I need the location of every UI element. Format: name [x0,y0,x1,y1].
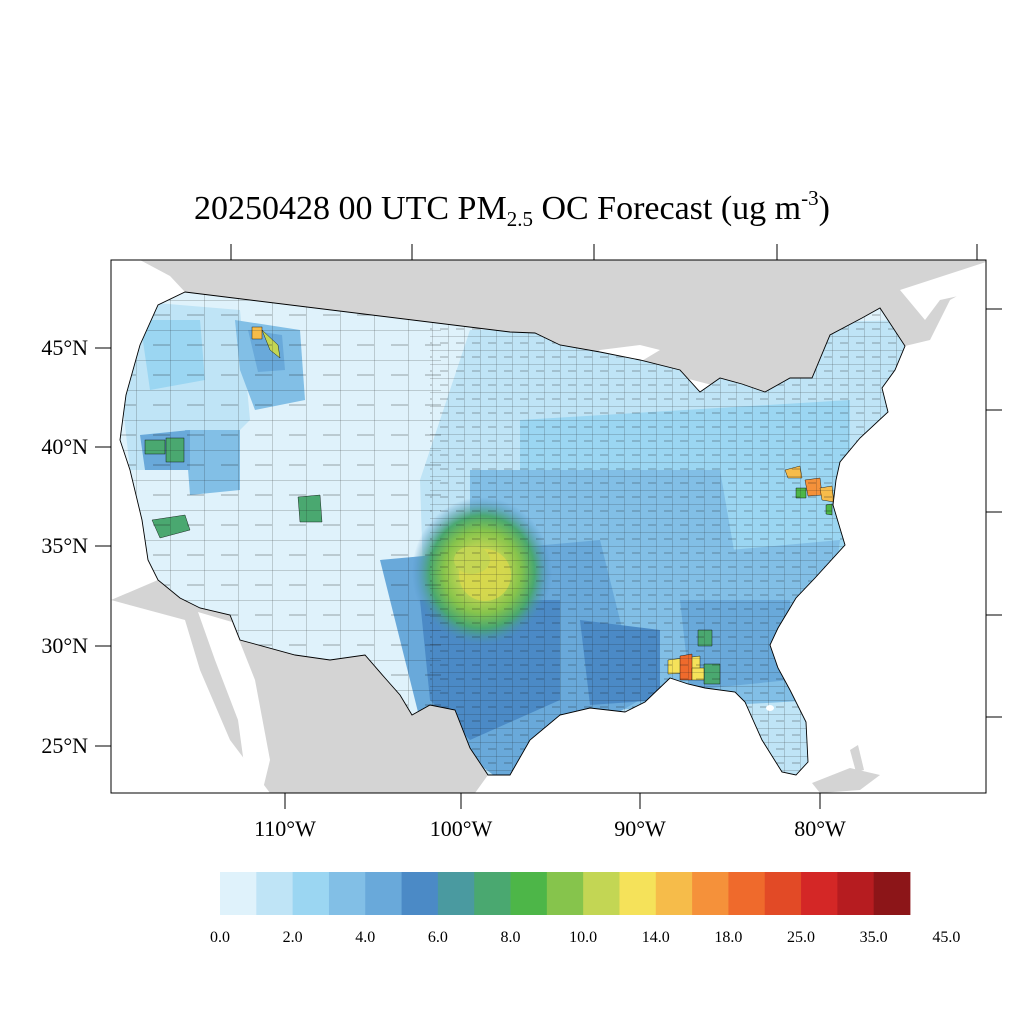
colorbar-swatch [837,872,875,915]
colorbar-swatch [764,872,802,915]
title-subscript: 2.5 [506,207,533,231]
colorbar-swatch [437,872,475,915]
top-ticks [230,244,978,260]
colorbar-swatch [474,872,511,915]
cuba [812,768,880,793]
colorbar-label: 25.0 [787,929,815,946]
bottom-ticks [284,793,821,809]
lat-label-40: 40°N [41,434,88,459]
right-ticks [986,308,1002,718]
colorbar-swatch [619,872,657,915]
lon-label-110w: 110°W [254,816,316,841]
lat-label-45: 45°N [41,335,88,360]
colorbar-label: 8.0 [501,929,521,946]
canada-land [140,260,986,392]
colorbar-swatch [583,872,620,915]
lon-label-100w: 100°W [430,816,493,841]
colorbar-label: 35.0 [860,929,888,946]
colorbar-swatch [365,872,402,915]
title-superscript: -3 [801,186,819,210]
colorbar-label: 45.0 [932,929,960,946]
colorbar-swatch [256,872,294,915]
canada-coast [900,262,986,320]
lat-label-30: 30°N [41,633,88,658]
colorbar [220,872,911,915]
colorbar-label: 18.0 [714,929,742,946]
gulf-of-california [198,612,270,793]
colorbar-swatch [510,872,548,915]
colorbar-swatch [873,872,911,915]
title-middle: OC Forecast (ug m [532,190,802,227]
map-area [111,260,986,793]
colorbar-swatch [328,872,366,915]
colorbar-label: 10.0 [569,929,597,946]
left-ticks [95,347,111,747]
map-frame [110,259,987,794]
colorbar-label: 14.0 [642,929,670,946]
lat-label-25: 25°N [41,733,88,758]
lon-label-80w: 80°W [794,816,846,841]
lat-label-35: 35°N [41,533,88,558]
colorbar-swatch [292,872,330,915]
colorbar-swatch [220,872,257,915]
colorbar-labels: 0.0 2.0 4.0 6.0 8.0 10.0 14.0 18.0 25.0 35.0 45.0 [210,929,960,946]
title-prefix: 20250428 00 UTC PM [194,190,507,227]
colorbar-swatch [401,872,439,915]
colorbar-swatch [655,872,693,915]
colorbar-swatch [801,872,838,915]
colorbar-label: 0.0 [210,929,230,946]
colorbar-swatch [692,872,729,915]
lon-label-90w: 90°W [614,816,666,841]
colorbar-swatch [546,872,584,915]
colorbar-swatch [728,872,766,915]
bahamas [850,745,864,772]
mexico-land [111,580,488,793]
title-suffix: ) [818,190,830,227]
colorbar-label: 6.0 [428,929,448,946]
colorbar-label: 2.0 [283,929,303,946]
colorbar-label: 4.0 [355,929,375,946]
map-title: 20250428 00 UTC PM2.5 OC Forecast (ug m-… [0,186,1024,232]
